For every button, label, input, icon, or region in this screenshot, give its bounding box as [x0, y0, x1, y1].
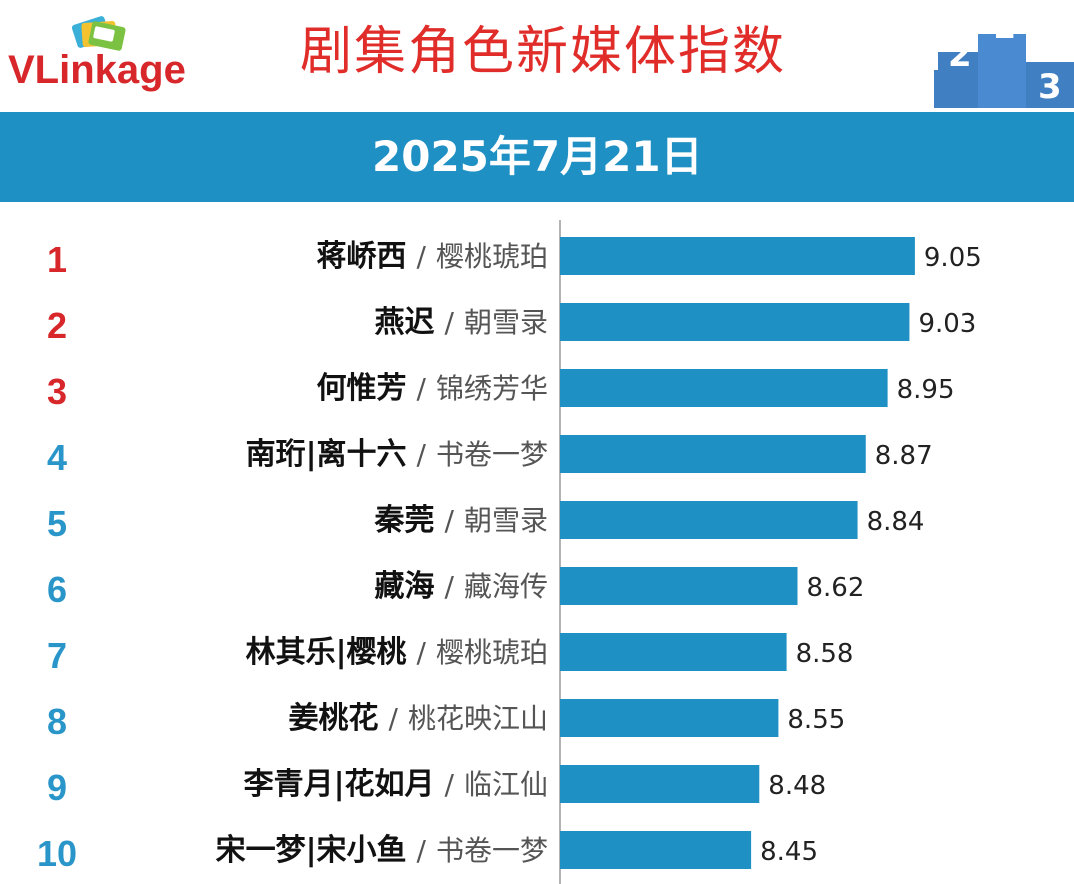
cards-logo-icon	[71, 16, 126, 51]
bar	[560, 237, 915, 275]
role-name: 姜桃花	[289, 701, 379, 736]
bar	[560, 369, 888, 407]
label-separator: /	[445, 768, 455, 801]
bar	[560, 567, 798, 605]
role-name: 燕迟	[375, 305, 435, 340]
rank-number: 7	[47, 635, 67, 676]
bar	[560, 501, 858, 539]
date-label: 2025年7月21日	[372, 132, 703, 181]
category-label: 宋一梦|宋小鱼 / 书卷一梦	[216, 833, 548, 868]
label-separator: /	[445, 504, 455, 537]
role-name: 何惟芳	[317, 371, 407, 406]
svg-text:3: 3	[1038, 67, 1062, 107]
rank-number: 1	[47, 239, 67, 280]
drama-name: 书卷一梦	[436, 834, 548, 867]
drama-name: 锦绣芳华	[436, 372, 548, 405]
value-label: 8.87	[875, 441, 933, 471]
value-label: 8.48	[768, 771, 826, 801]
value-label: 9.03	[918, 309, 976, 339]
value-label: 8.62	[807, 573, 865, 603]
drama-name: 朝雪录	[464, 504, 548, 537]
category-label: 藏海 / 藏海传	[375, 569, 548, 604]
rank-number: 5	[47, 503, 67, 544]
category-label: 何惟芳 / 锦绣芳华	[317, 371, 548, 406]
ranking-bar-chart: 1 蒋峤西 / 樱桃琥珀 9.05 2 燕迟 / 朝雪录 9.03 3 何惟芳 / 锦绣芳华 8.95 4 南珩…	[37, 220, 982, 884]
category-label: 姜桃花 / 桃花映江山	[289, 701, 548, 736]
rank-number: 2	[47, 305, 67, 346]
category-label: 南珩|离十六 / 书卷一梦	[246, 437, 548, 472]
drama-name: 朝雪录	[464, 306, 548, 339]
rank-number: 8	[47, 701, 67, 742]
value-label: 8.58	[796, 639, 854, 669]
value-label: 8.45	[760, 837, 818, 867]
bar	[560, 303, 910, 341]
label-separator: /	[417, 240, 427, 273]
rank-number: 3	[47, 371, 67, 412]
role-name: 李青月|花如月	[244, 767, 435, 802]
role-name: 南珩|离十六	[246, 437, 407, 472]
bar	[560, 699, 779, 737]
drama-name: 桃花映江山	[408, 702, 548, 735]
category-label: 燕迟 / 朝雪录	[375, 305, 548, 340]
drama-name: 藏海传	[464, 570, 548, 603]
role-name: 秦莞	[374, 503, 435, 538]
rank-number: 4	[47, 437, 67, 478]
logo-wordmark: VLinkage	[8, 48, 186, 93]
role-name: 藏海	[375, 569, 435, 604]
label-separator: /	[417, 636, 427, 669]
label-separator: /	[417, 372, 427, 405]
page-title: 剧集角色新媒体指数	[300, 22, 787, 82]
svg-text:2: 2	[948, 35, 972, 75]
value-label: 8.95	[897, 375, 955, 405]
category-label: 林其乐|樱桃 / 樱桃琥珀	[246, 635, 548, 670]
value-label: 9.05	[924, 243, 982, 273]
bar	[560, 831, 752, 869]
svg-text:1: 1	[992, 7, 1016, 47]
date-band: 2025年7月21日	[0, 112, 1074, 202]
logo-suffix: age	[116, 48, 186, 92]
podium-icon: 2 1 3	[934, 7, 1074, 108]
value-label: 8.84	[867, 507, 925, 537]
label-separator: /	[389, 702, 399, 735]
role-name: 林其乐|樱桃	[246, 635, 407, 670]
label-separator: /	[445, 570, 455, 603]
drama-name: 樱桃琥珀	[436, 240, 548, 273]
category-label: 李青月|花如月 / 临江仙	[244, 767, 548, 802]
label-separator: /	[417, 834, 427, 867]
bar	[560, 633, 787, 671]
rank-number: 10	[37, 833, 77, 874]
value-label: 8.55	[787, 705, 845, 735]
header: VLinkage 剧集角色新媒体指数 2 1 3	[0, 0, 1074, 112]
label-separator: /	[417, 438, 427, 471]
rank-number: 6	[47, 569, 67, 610]
drama-name: 书卷一梦	[436, 438, 548, 471]
drama-name: 樱桃琥珀	[436, 636, 548, 669]
role-name: 宋一梦|宋小鱼	[216, 833, 407, 868]
bar	[560, 435, 866, 473]
category-label: 秦莞 / 朝雪录	[374, 503, 548, 538]
bar	[560, 765, 760, 803]
rank-number: 9	[47, 767, 67, 808]
label-separator: /	[445, 306, 455, 339]
category-label: 蒋峤西 / 樱桃琥珀	[317, 239, 548, 274]
drama-name: 临江仙	[464, 768, 548, 801]
logo-prefix: VLink	[8, 48, 117, 92]
vlinkage-logo: VLinkage	[8, 10, 238, 100]
role-name: 蒋峤西	[317, 239, 407, 274]
